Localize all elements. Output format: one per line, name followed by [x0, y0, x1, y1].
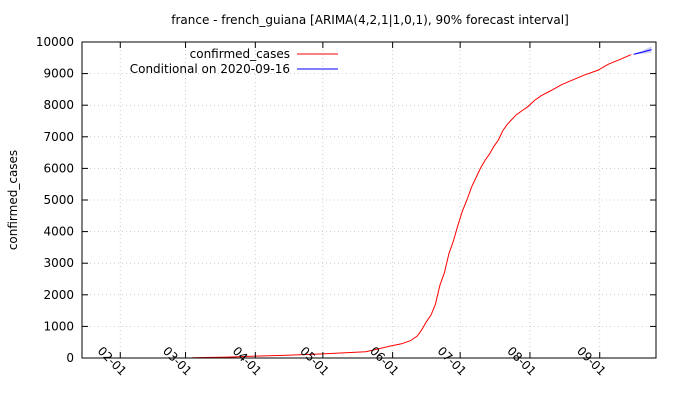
forecast-interval — [633, 46, 652, 55]
x-tick-label: 04-01 — [230, 344, 265, 379]
y-tick-label: 3000 — [43, 256, 74, 270]
y-tick-label: 9000 — [43, 67, 74, 81]
x-tick-label: 02-01 — [95, 344, 130, 379]
series-layer — [192, 49, 652, 359]
series-line-conditional-forecast — [633, 49, 652, 55]
y-tick-label: 2000 — [43, 288, 74, 302]
y-tick-label: 5000 — [43, 193, 74, 207]
chart-title: france - french_guiana [ARIMA(4,2,1|1,0,… — [171, 13, 569, 27]
y-axis-label: confirmed_cases — [6, 150, 20, 250]
x-tick-label: 08-01 — [504, 344, 539, 379]
grid — [82, 42, 656, 358]
legend-label: confirmed_cases — [190, 47, 290, 61]
plot-frame — [81, 41, 657, 359]
x-tick-label: 09-01 — [574, 344, 609, 379]
x-tick-label: 05-01 — [297, 344, 332, 379]
y-tick-label: 4000 — [43, 225, 74, 239]
legend-label: Conditional on 2020-09-16 — [130, 62, 290, 76]
y-tick-label: 1000 — [43, 319, 74, 333]
x-tick-label: 06-01 — [367, 344, 402, 379]
y-tick-label: 8000 — [43, 98, 74, 112]
y-tick-label: 0 — [66, 351, 74, 365]
forecast-interval-band — [633, 46, 652, 55]
x-tick-label: 03-01 — [160, 344, 195, 379]
y-tick-label: 10000 — [36, 35, 74, 49]
axes: 0 1000 2000 3000 4000 5000 6000 7000 8000 9000 100… — [36, 35, 656, 378]
x-tick-label: 07-01 — [435, 344, 470, 379]
y-tick-label: 6000 — [43, 161, 74, 175]
series-line-confirmed-cases — [192, 54, 632, 359]
y-tick-label: 7000 — [43, 130, 74, 144]
